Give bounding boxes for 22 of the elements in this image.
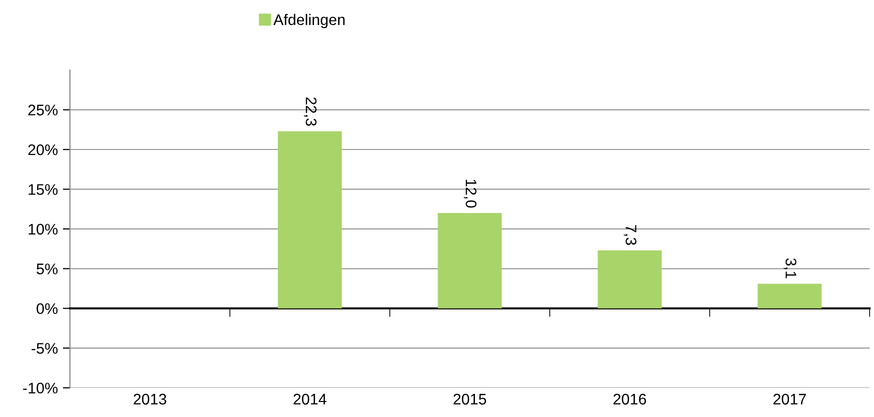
y-tick-label: 20% bbox=[28, 144, 58, 156]
data-label: 12,0 bbox=[464, 180, 476, 208]
legend-label: Afdelingen bbox=[273, 14, 345, 28]
y-tick-label: 15% bbox=[28, 184, 58, 195]
bar bbox=[438, 213, 502, 308]
x-tick-label: 2017 bbox=[773, 394, 806, 405]
bar bbox=[598, 250, 662, 308]
y-tick-label: 5% bbox=[36, 264, 58, 274]
y-tick-label: 0% bbox=[36, 303, 58, 314]
x-tick-label: 2013 bbox=[134, 394, 166, 405]
x-tick-label: 2015 bbox=[454, 394, 486, 405]
bar bbox=[278, 131, 342, 308]
data-label: 7,3 bbox=[624, 225, 636, 245]
x-tick-label: 2016 bbox=[613, 394, 646, 405]
y-tick-label: -5% bbox=[32, 343, 58, 354]
y-tick-label: 25% bbox=[28, 104, 58, 116]
y-tick-label: -10% bbox=[23, 382, 58, 394]
bar bbox=[758, 284, 822, 308]
data-label: 3,1 bbox=[784, 258, 796, 278]
data-label: 22,3 bbox=[304, 97, 317, 126]
y-tick-label: 10% bbox=[28, 224, 58, 235]
x-tick-label: 2014 bbox=[294, 394, 326, 405]
